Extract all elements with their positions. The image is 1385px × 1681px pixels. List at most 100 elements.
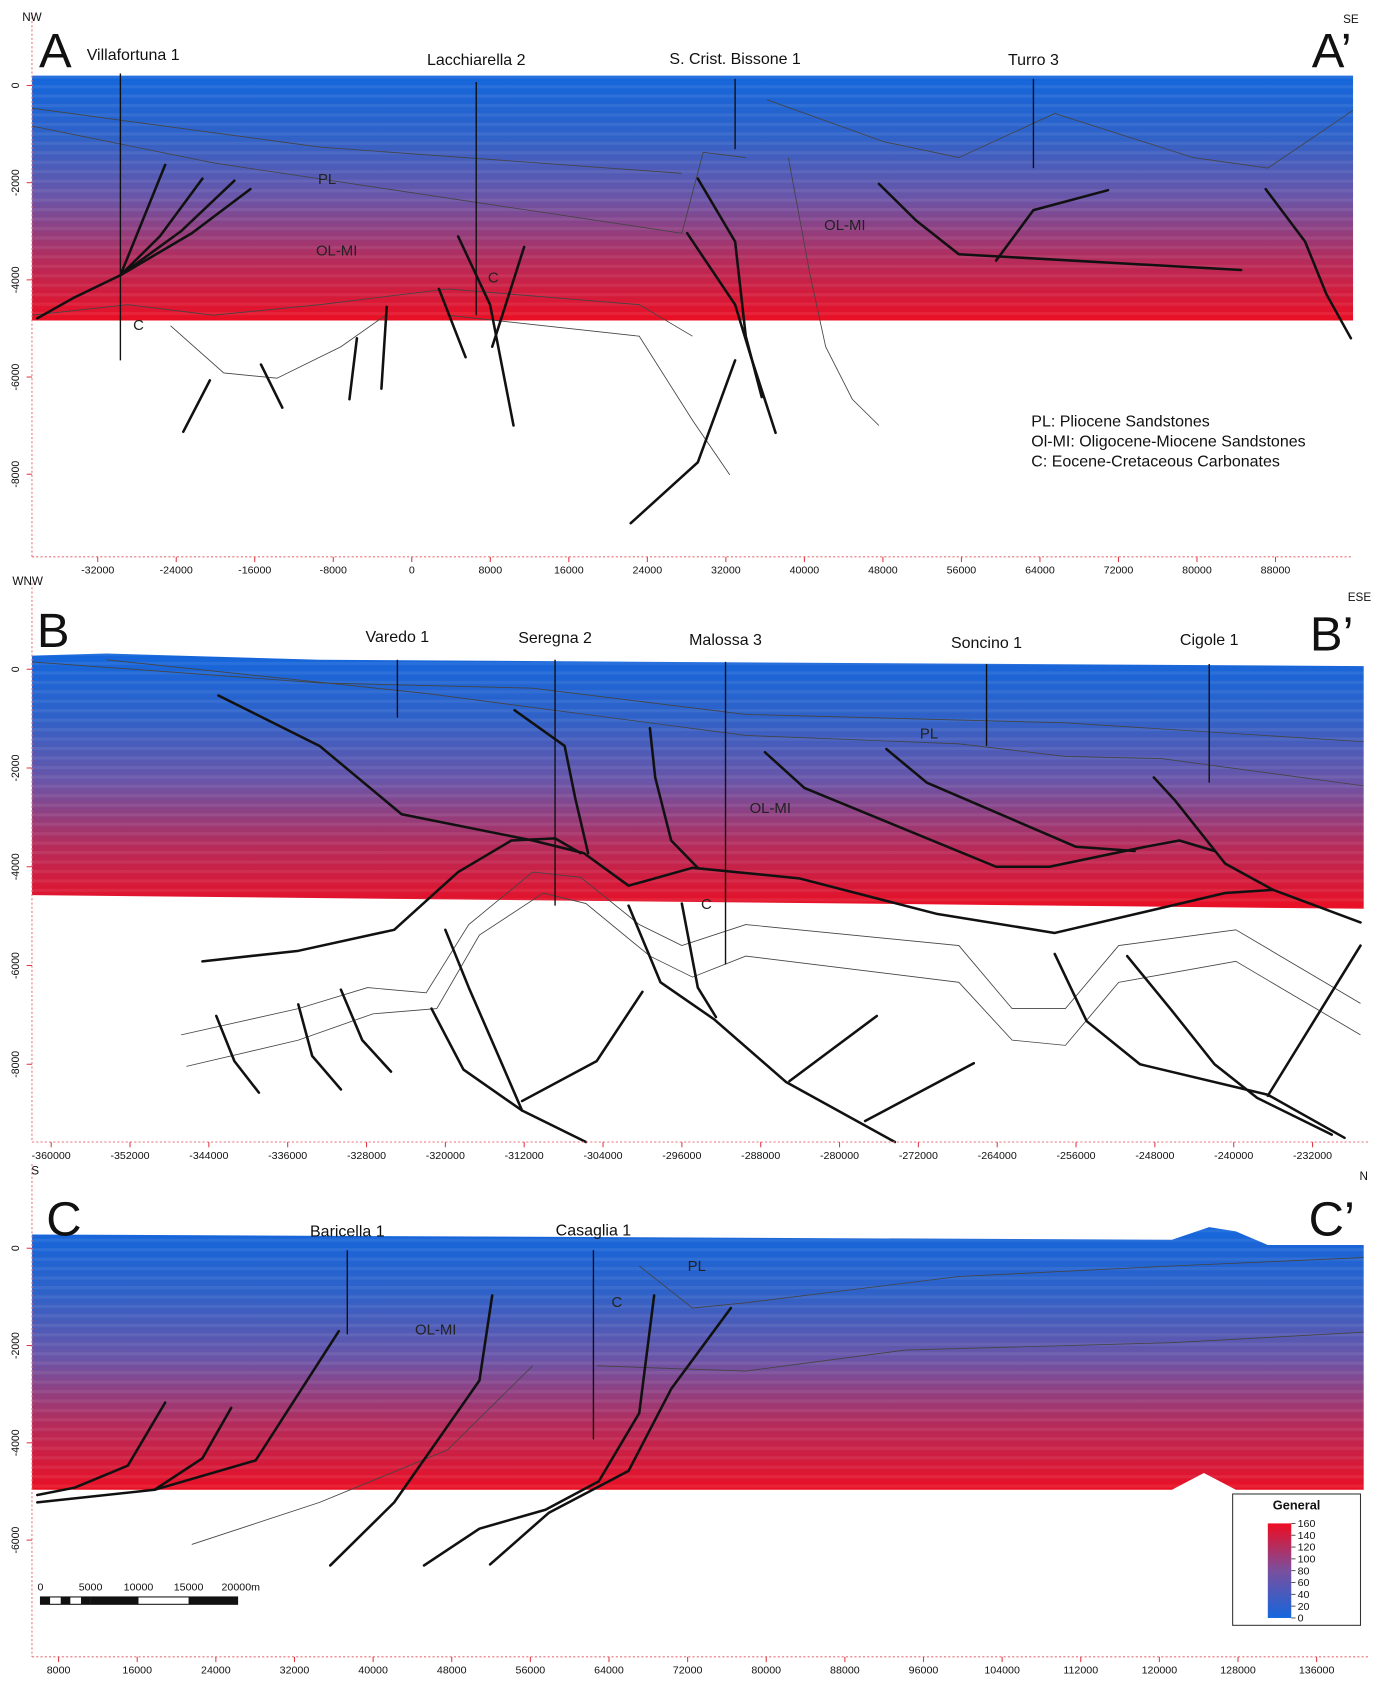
x-tick-label: -248000 (1135, 1150, 1174, 1162)
horizon (31, 125, 746, 234)
x-tick-label: 56000 (516, 1665, 546, 1677)
y-tick-label: -2000 (10, 169, 22, 196)
scale-label: 15000 (174, 1582, 204, 1594)
scale-label: 10000 (124, 1582, 154, 1594)
fault (627, 904, 897, 1144)
section-label-end: B’ (1310, 608, 1354, 662)
fault (685, 231, 777, 435)
x-tick-label: 16000 (122, 1665, 152, 1677)
fault (490, 245, 526, 348)
y-tick-label: -6000 (10, 952, 22, 979)
colorbar-tick-label: 160 (1298, 1518, 1316, 1530)
well-name: Soncino 1 (951, 635, 1022, 652)
y-tick-label: -2000 (10, 1332, 22, 1359)
well-name: Seregna 2 (518, 630, 592, 647)
x-tick-label: -344000 (189, 1150, 228, 1162)
unit-label: OL-MI (316, 243, 357, 259)
unit-label: C (133, 318, 144, 334)
horizon (766, 99, 1354, 169)
x-tick-label: 88000 (1261, 565, 1291, 577)
fault (520, 990, 644, 1103)
x-tick-label: 120000 (1142, 1665, 1178, 1677)
well-name: Villafortuna 1 (87, 47, 180, 64)
x-tick-label: 80000 (1182, 565, 1212, 577)
x-tick-label: 8000 (478, 565, 502, 577)
fault (217, 694, 1362, 935)
x-tick-label: -240000 (1214, 1150, 1253, 1162)
x-tick-label: 24000 (633, 565, 663, 577)
unit-label: OL-MI (750, 801, 791, 817)
x-tick-label: 72000 (673, 1665, 703, 1677)
x-tick-label: -336000 (268, 1150, 307, 1162)
band-a-stripes (31, 75, 1354, 321)
y-tick-label: 0 (10, 666, 22, 672)
x-tick-label: -280000 (820, 1150, 859, 1162)
well-name: Lacchiarella 2 (427, 52, 526, 69)
x-tick-label: 40000 (790, 565, 820, 577)
y-tick-label: -6000 (10, 363, 22, 390)
y-tick-label: 0 (10, 1245, 22, 1251)
colorbar-tick-label: 100 (1298, 1554, 1316, 1566)
fault (181, 379, 212, 434)
x-tick-label: 80000 (751, 1665, 781, 1677)
x-tick-label: 88000 (830, 1665, 860, 1677)
x-tick-label: -288000 (741, 1150, 780, 1162)
horizons (31, 99, 1364, 1545)
fault (444, 928, 524, 1112)
well-name: Cigole 1 (1180, 632, 1239, 649)
y-tick-label: -8000 (10, 1051, 22, 1078)
y-tick-label: -4000 (10, 853, 22, 880)
legend-line: PL: Pliocene Sandstones (1031, 414, 1210, 431)
colorbar-ramp (1267, 1523, 1292, 1618)
fault (328, 1294, 494, 1567)
horizon (170, 314, 386, 379)
y-tick-label: -4000 (10, 1429, 22, 1456)
colorbar-tick-label: 0 (1298, 1613, 1304, 1625)
fault (430, 1007, 588, 1144)
x-tick-label: -312000 (505, 1150, 544, 1162)
horizon (31, 288, 693, 337)
fault (1266, 944, 1362, 1098)
x-tick-label: -264000 (978, 1150, 1017, 1162)
fault (119, 187, 252, 277)
well-name: Varedo 1 (366, 629, 430, 646)
faults (36, 163, 1362, 1567)
x-tick-label: -272000 (899, 1150, 938, 1162)
colorbar-box (1232, 1493, 1362, 1626)
horizon (596, 1331, 1364, 1372)
x-tick-label: -8000 (320, 565, 347, 577)
x-tick-label: 112000 (1063, 1665, 1098, 1677)
section-label: B (37, 604, 70, 658)
scale-seg (60, 1596, 71, 1605)
unit-label: PL (688, 1259, 706, 1275)
horizon (181, 871, 1361, 1036)
scale-bar: 0 5000 10000 15000 20000m (38, 1582, 260, 1605)
colorbar-title: General (1273, 1499, 1321, 1513)
y-tick-label: -2000 (10, 754, 22, 781)
section-label: C (46, 1193, 81, 1247)
horizon (186, 892, 1361, 1067)
x-tick-label: 0 (409, 565, 415, 577)
x-tick-label: 136000 (1299, 1665, 1335, 1677)
fault (763, 750, 1216, 869)
legend-line: C: Eocene-Cretaceous Carbonates (1031, 454, 1280, 471)
x-tick-label: -232000 (1293, 1150, 1332, 1162)
fault (648, 726, 700, 870)
x-tick-label: 96000 (909, 1665, 939, 1677)
horizon (31, 107, 682, 174)
y-tick-label: -8000 (10, 461, 22, 488)
x-tick-label: -296000 (662, 1150, 701, 1162)
fault (36, 1401, 167, 1497)
x-tick-label: -304000 (583, 1150, 622, 1162)
fault (788, 1014, 879, 1083)
fault (36, 163, 167, 320)
fault (877, 182, 1243, 272)
fault (456, 235, 515, 427)
x-tick-label: -24000 (160, 565, 193, 577)
unit-label: C (611, 1295, 622, 1311)
horizon (787, 157, 880, 426)
colorbar-tick-label: 60 (1298, 1577, 1310, 1589)
x-tick-label: 128000 (1220, 1665, 1256, 1677)
scale-label: 5000 (79, 1582, 103, 1594)
band-c-stripes (31, 1227, 1364, 1490)
